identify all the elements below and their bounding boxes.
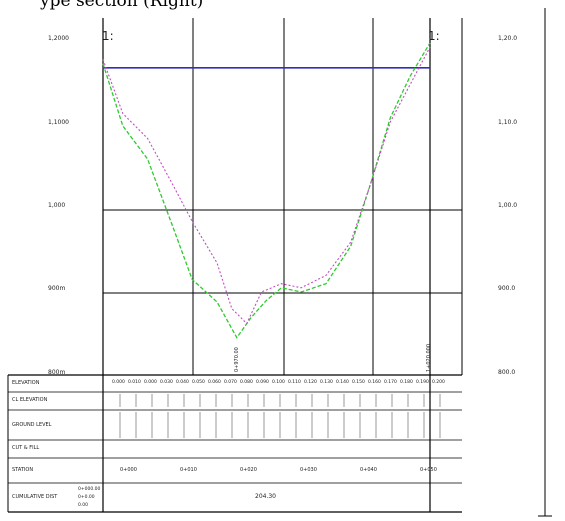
series-layer: 0+970.00 1+020.000 [102, 42, 432, 372]
table-label: CUMULATIVE DIST [12, 494, 58, 500]
station-value: 0+000 [120, 467, 137, 473]
elevation-value: 0.180 [400, 379, 413, 385]
table-label: STATION [12, 467, 33, 473]
elevation-value: 0.000 [144, 379, 157, 385]
elevation-value: 0.200 [432, 379, 445, 385]
table-label: CL ELEVATION [12, 397, 48, 403]
elevation-value: 0.080 [240, 379, 253, 385]
elevation-value: 0.050 [192, 379, 205, 385]
right-axis-label: 800.0 [498, 369, 515, 376]
right-axis-label: 1,20.0 [498, 35, 517, 42]
right-axis-label: 1,10.0 [498, 119, 517, 126]
elevation-value: 0.000 [112, 379, 125, 385]
left-axis-label: 900m [48, 285, 65, 292]
elevation-value: 0.140 [336, 379, 349, 385]
elevation-value: 0.060 [208, 379, 221, 385]
station-annotation: 0+970.00 [234, 347, 240, 372]
ground-profile-magenta [102, 46, 431, 325]
station-value: 0+040 [360, 467, 377, 473]
left-axis-label: 1,2000 [48, 35, 69, 42]
table-label: GROUND LEVEL [12, 422, 52, 428]
elevation-value: 0.030 [160, 379, 173, 385]
station-annotation: 1+020.000 [426, 344, 432, 372]
station-value: 0+020 [240, 467, 257, 473]
elevation-value: 0.150 [352, 379, 365, 385]
elevation-value: 0.100 [272, 379, 285, 385]
elevation-value: 0.160 [368, 379, 381, 385]
ground-profile-green [102, 42, 431, 339]
elevation-value: 0.110 [288, 379, 301, 385]
table-label: ELEVATION [12, 380, 40, 386]
elevation-value: 0.010 [128, 379, 141, 385]
figure-caption: ype section (Right) [0, 0, 565, 18]
elevation-value: 0.130 [320, 379, 333, 385]
elevation-value: 0.170 [384, 379, 397, 385]
axis-labels: 1,2000 1,1000 1,000 900m 800m 1,20.0 1,10.0 1,0… [48, 35, 517, 376]
cumulative-value: 0+000.00 [78, 486, 101, 492]
station-value: 0+030 [300, 467, 317, 473]
left-axis-label: 800m [48, 369, 65, 376]
elevation-value: 0.070 [224, 379, 237, 385]
cumulative-value: 0.00 [78, 502, 88, 508]
right-axis-label: 900.0 [498, 285, 515, 292]
station-value: 0+010 [180, 467, 197, 473]
elevation-value: 0.040 [176, 379, 189, 385]
right-axis-label: 1,00.0 [498, 202, 517, 209]
marker-left: 1: [102, 29, 114, 43]
elevation-value: 0.190 [416, 379, 429, 385]
marker-right: 1: [428, 29, 440, 43]
elevation-value: 0.090 [256, 379, 269, 385]
station-value: 0+050 [420, 467, 437, 473]
left-axis-label: 1,000 [48, 202, 65, 209]
data-table: ELEVATION CL ELEVATION GROUND LEVEL CUT & F… [7, 374, 462, 513]
elevation-value: 0.120 [304, 379, 317, 385]
left-axis-label: 1,1000 [48, 119, 69, 126]
caption-text: ype section (Right) [40, 0, 204, 11]
cumulative-total: 204.30 [255, 493, 276, 500]
cumulative-value: 0+0.00 [78, 494, 95, 500]
table-label: CUT & FILL [12, 445, 39, 451]
